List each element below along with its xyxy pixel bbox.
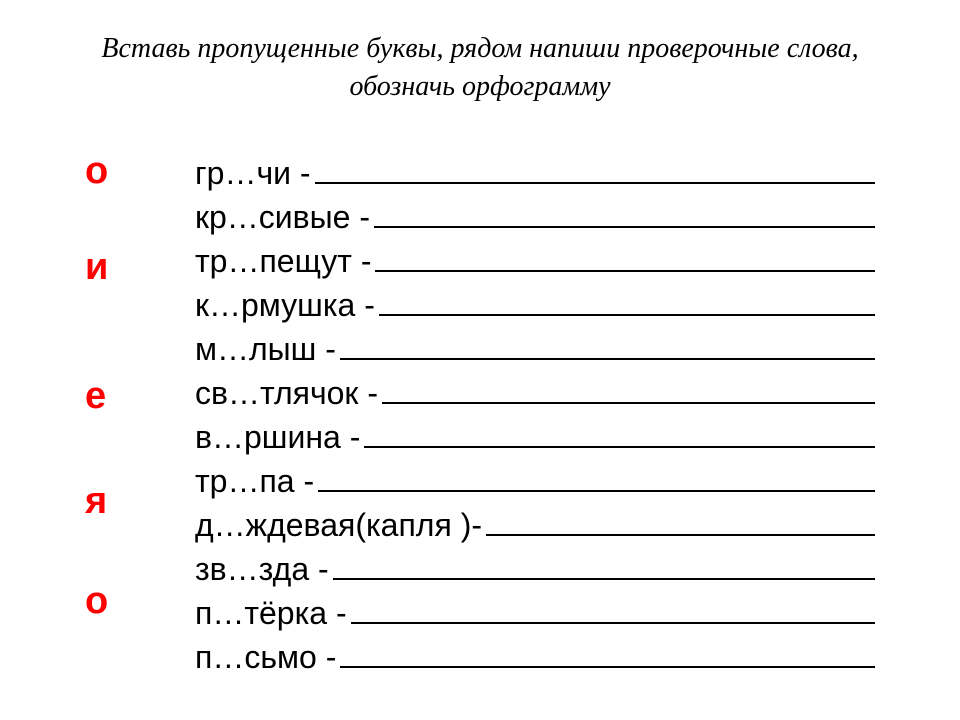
answer-blank[interactable] [340,332,875,360]
exercise-word: тр…па - [195,465,314,497]
exercise-row: св…тлячок - [195,376,875,420]
answer-blank[interactable] [351,596,875,624]
title-line-2: обозначь орфограмму [349,71,610,102]
exercise-row: к…рмушка - [195,288,875,332]
exercise-word: в…ршина - [195,421,360,453]
exercise-row: п…тёрка - [195,596,875,640]
answer-blank[interactable] [375,244,875,272]
answer-blank[interactable] [486,508,875,536]
exercise-word: п…сьмо - [195,641,336,673]
answer-blank[interactable] [379,288,875,316]
answer-blank[interactable] [318,464,875,492]
answer-blank[interactable] [364,420,875,448]
exercise-word: п…тёрка - [195,597,347,629]
answer-blank[interactable] [315,156,875,184]
exercise-word: св…тлячок - [195,377,378,409]
title-line-1: Вставь пропущенные буквы, рядом напиши п… [101,33,858,64]
exercise-row: п…сьмо - [195,640,875,684]
answer-blank[interactable] [333,552,875,580]
exercise-word: гр…чи - [195,157,311,189]
hint-letter: я [85,480,107,523]
exercise-row: тр…па - [195,464,875,508]
exercise-row: зв…зда - [195,552,875,596]
exercise-row: м…лыш - [195,332,875,376]
exercise-word: кр…сивые - [195,201,370,233]
exercise-row: д…ждевая(капля )- [195,508,875,552]
exercise-word: зв…зда - [195,553,329,585]
exercise-word: м…лыш - [195,333,336,365]
exercise-word: д…ждевая(капля )- [195,509,482,541]
hint-letter: и [85,246,108,289]
answer-blank[interactable] [340,640,875,668]
answer-blank[interactable] [374,200,875,228]
hint-letter: е [85,375,106,418]
exercise-word: тр…пещут - [195,245,371,277]
exercise-row: гр…чи - [195,156,875,200]
exercise-row: в…ршина - [195,420,875,464]
exercise-list: гр…чи - кр…сивые - тр…пещут - к…рмушка -… [195,156,875,684]
hint-letter: о [85,580,108,623]
exercise-row: тр…пещут - [195,244,875,288]
hint-letter: о [85,150,108,193]
exercise-word: к…рмушка - [195,289,375,321]
exercise-row: кр…сивые - [195,200,875,244]
worksheet-page: Вставь пропущенные буквы, рядом напиши п… [0,0,960,720]
answer-blank[interactable] [382,376,875,404]
instruction-title: Вставь пропущенные буквы, рядом напиши п… [0,30,960,106]
